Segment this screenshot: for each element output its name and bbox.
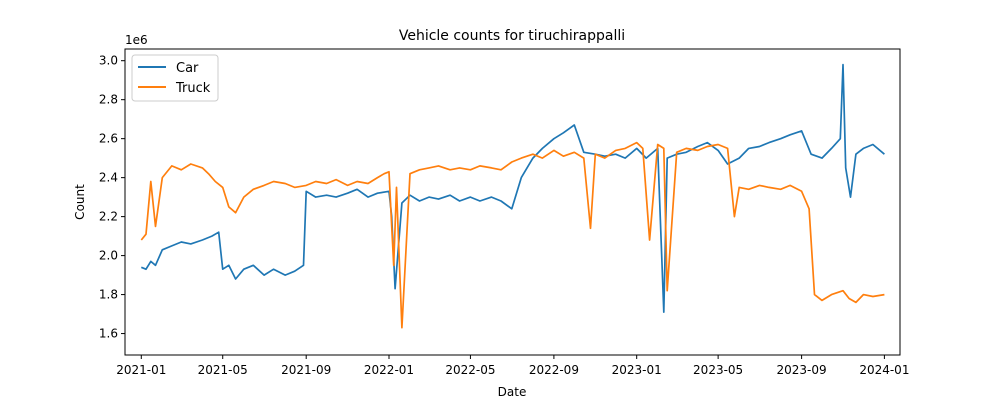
y-axis-label: Count bbox=[73, 184, 87, 220]
y-tick-label: 3.0 bbox=[99, 54, 118, 68]
series-line-car bbox=[140, 63, 885, 313]
x-tick-label: 2022-05 bbox=[445, 363, 495, 377]
plot-background bbox=[125, 49, 900, 355]
y-tick-label: 2.0 bbox=[99, 249, 118, 263]
x-tick-label: 2021-05 bbox=[198, 363, 248, 377]
chart-title: Vehicle counts for tiruchirappalli bbox=[399, 28, 625, 44]
plot-frame bbox=[124, 48, 901, 356]
legend-label-car: Car bbox=[176, 61, 199, 76]
y-tick-label: 1.6 bbox=[99, 327, 118, 341]
y-axis: 1.6 1.8 2.0 2.2 2.4 2.6 2.8 3.0 bbox=[99, 54, 125, 341]
plot-area bbox=[124, 48, 901, 356]
series-layer bbox=[140, 63, 885, 329]
y-tick-label: 2.2 bbox=[99, 210, 118, 224]
y-tick-label: 2.6 bbox=[99, 132, 118, 146]
legend: Car Truck bbox=[131, 54, 219, 102]
x-tick-label: 2023-09 bbox=[777, 363, 827, 377]
x-tick-label: 2023-05 bbox=[693, 363, 743, 377]
x-tick-label: 2023-01 bbox=[612, 363, 662, 377]
x-tick-label: 2024-01 bbox=[859, 363, 909, 377]
x-tick-label: 2022-09 bbox=[529, 363, 579, 377]
y-offset-label: 1e6 bbox=[125, 33, 148, 47]
x-axis: 2021-01 2021-05 2021-09 2022-01 2022-05 2022-… bbox=[116, 355, 909, 377]
x-tick-label: 2021-01 bbox=[116, 363, 166, 377]
legend-label-truck: Truck bbox=[175, 81, 211, 96]
y-tick-label: 2.4 bbox=[99, 171, 118, 185]
x-tick-label: 2021-09 bbox=[281, 363, 331, 377]
y-tick-label: 1.8 bbox=[99, 288, 118, 302]
x-axis-label: Date bbox=[498, 385, 527, 399]
series-line-truck bbox=[140, 141, 885, 329]
y-tick-label: 2.8 bbox=[99, 93, 118, 107]
x-tick-label: 2022-01 bbox=[364, 363, 414, 377]
